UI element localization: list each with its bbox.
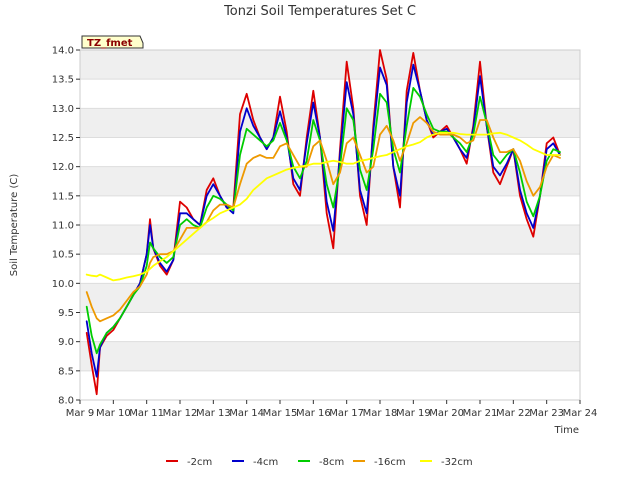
y-axis-ticks: 8.0 8.5 9.0 9.5 10.0 10.5 11.0 11.5 12.0 12.5 13.0… — [52, 46, 80, 407]
legend-label: -32cm — [441, 457, 473, 468]
series-layer — [85, 49, 561, 396]
series-line-8cmcm — [85, 87, 561, 355]
x-tick-label: Mar 16 — [296, 408, 331, 419]
x-tick-label: Mar 15 — [263, 408, 298, 419]
x-tick-label: Mar 17 — [329, 408, 364, 419]
x-axis-label: Time — [554, 425, 579, 436]
x-tick-label: Mar 18 — [363, 408, 398, 419]
grid-bands — [80, 50, 580, 371]
grid-band — [80, 283, 580, 313]
site-label-frame — [81, 35, 144, 49]
site-label: TZ_fmet — [87, 38, 133, 49]
legend-item: -2cm — [166, 457, 212, 468]
grid-band — [80, 341, 580, 371]
x-tick-label: Mar 12 — [163, 408, 198, 419]
site-label-box: TZ_fmet — [81, 35, 144, 49]
y-tick-label: 9.0 — [58, 337, 74, 348]
y-tick-label: 12.5 — [52, 133, 74, 144]
y-tick-label: 12.0 — [52, 162, 74, 173]
y-tick-label: 14.0 — [52, 46, 74, 57]
legend: -2cm -4cm -8cm -16cm -32cm — [166, 457, 473, 468]
legend-label: -8cm — [319, 457, 344, 468]
series-line-32cmcm — [85, 131, 561, 282]
x-tick-label: Mar 13 — [196, 408, 231, 419]
y-tick-label: 10.5 — [52, 250, 74, 261]
legend-item: -8cm — [298, 457, 344, 468]
y-tick-label: 11.5 — [52, 191, 74, 202]
grid-band — [80, 50, 580, 80]
x-tick-label: Mar 24 — [563, 408, 598, 419]
x-tick-label: Mar 11 — [129, 408, 164, 419]
y-axis-label: Soil Temperature (C) — [9, 174, 20, 277]
x-tick-label: Mar 22 — [496, 408, 531, 419]
y-tick-label: 11.0 — [52, 221, 74, 232]
legend-label: -16cm — [374, 457, 406, 468]
x-tick-label: Mar 19 — [396, 408, 431, 419]
legend-item: -4cm — [232, 457, 278, 468]
x-tick-label: Mar 20 — [429, 408, 464, 419]
y-tick-label: 13.0 — [52, 104, 74, 115]
y-tick-label: 8.5 — [58, 366, 74, 377]
grid-band — [80, 108, 580, 138]
y-tick-label: 9.5 — [58, 308, 74, 319]
legend-item: -16cm — [353, 457, 406, 468]
chart-title: Tonzi Soil Temperatures Set C — [223, 4, 416, 19]
y-tick-label: 13.5 — [52, 75, 74, 86]
x-tick-label: Mar 9 — [66, 408, 94, 419]
x-tick-label: Mar 14 — [229, 408, 264, 419]
x-tick-label: Mar 10 — [96, 408, 131, 419]
x-tick-label: Mar 21 — [463, 408, 498, 419]
legend-label: -4cm — [253, 457, 278, 468]
legend-label: -2cm — [187, 457, 212, 468]
y-tick-label: 8.0 — [58, 396, 74, 407]
legend-item: -32cm — [420, 457, 473, 468]
x-tick-label: Mar 23 — [529, 408, 564, 419]
series-line-16cmcm — [85, 116, 561, 323]
y-tick-label: 10.0 — [52, 279, 74, 290]
